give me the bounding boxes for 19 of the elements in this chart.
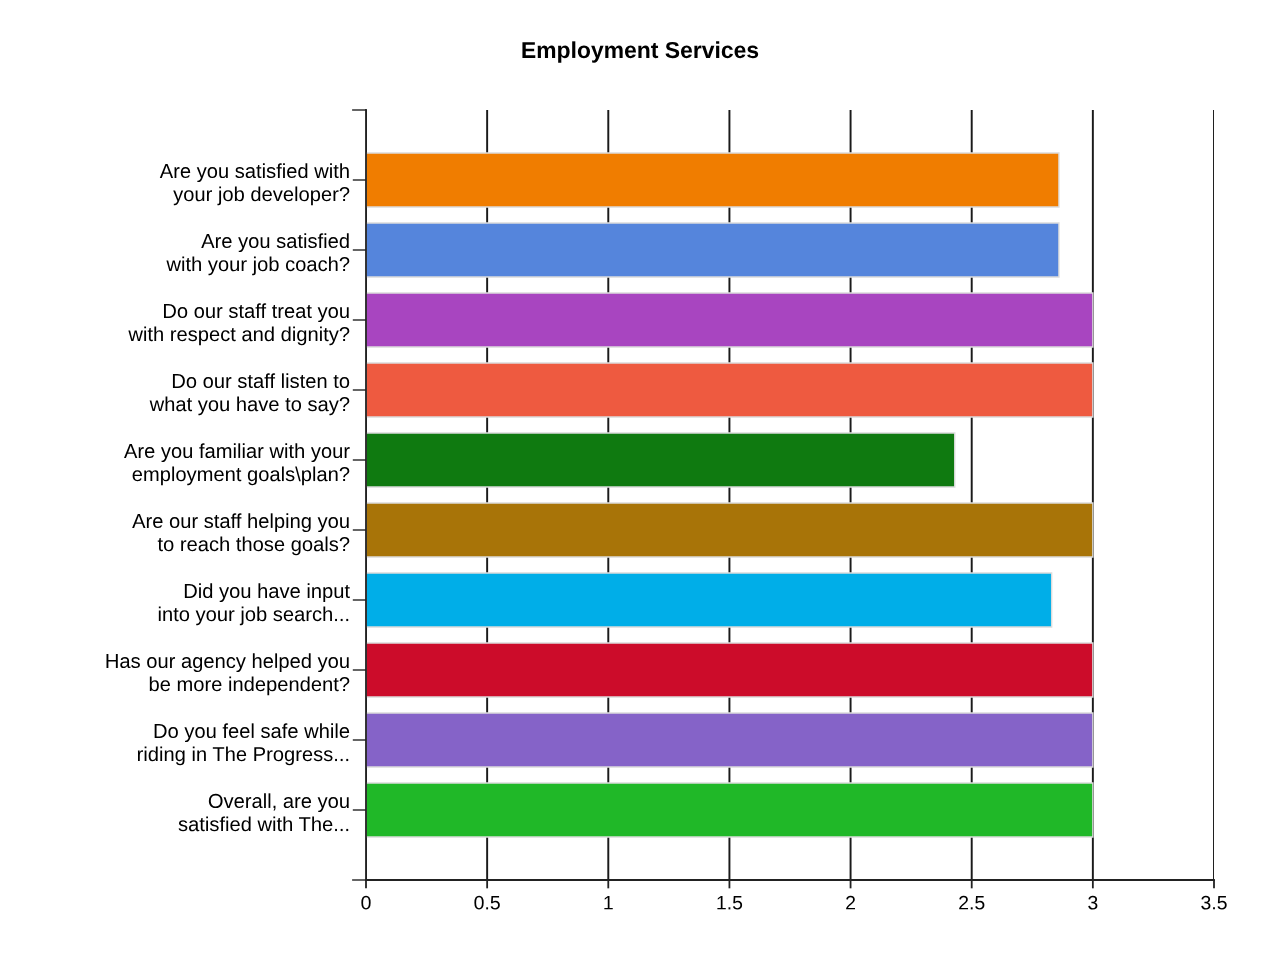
x-tick-label: 2.5 [959,895,985,910]
x-tick-label: 1.5 [717,895,743,910]
y-tick-label: Has our agency helped you be more independent? [106,653,350,696]
y-tick-label: Did you have input into your job search... [158,583,350,626]
x-tick-label: 1 [604,895,613,910]
y-tick-label: Are you satisfied with your job coach? [166,233,350,276]
y-tick-label: Are you familiar with your employment goals\plan? [124,443,350,486]
x-tick-label: 0 [361,895,371,910]
x-tick-label: 2 [846,895,855,910]
y-tick-label: Overall, are you satisfied with The... [178,793,349,832]
x-tick-label: 0.5 [474,895,500,910]
y-tick-label: Do our staff listen to what you have to say? [149,373,350,416]
x-tick-label: 3.5 [1201,895,1227,910]
y-tick-label: Do you feel safe while riding in The Progress... [137,723,350,766]
chart-title: Employment Services [522,41,759,63]
x-tick-label: 3 [1088,895,1098,910]
y-tick-label: Do our staff treat you with respect and dignity? [128,303,350,346]
y-tick-label: Are you satisfied with your job developer? [159,163,350,206]
y-tick-label: Are our staff helping you to reach those goals? [132,513,350,556]
